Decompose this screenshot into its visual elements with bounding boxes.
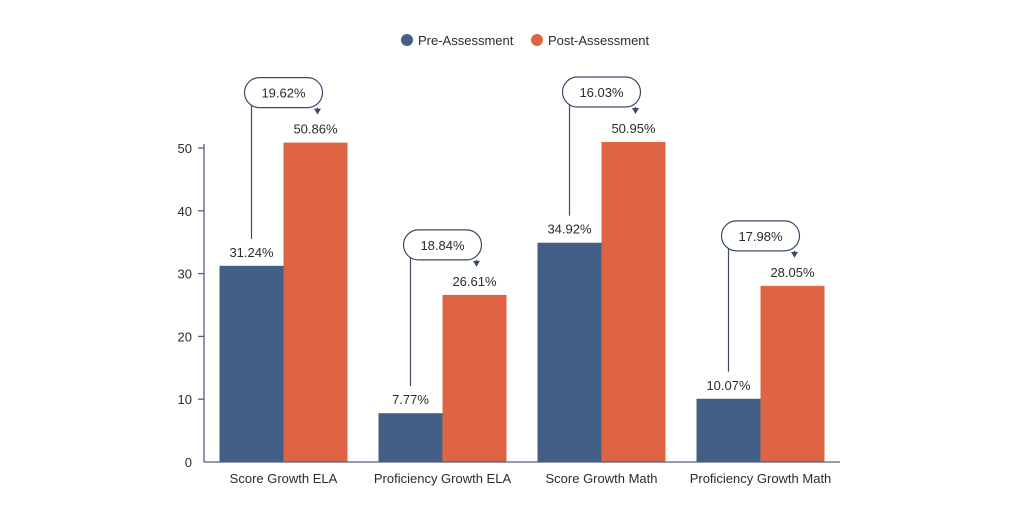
bar-pre-assessment-proficiency-growth-math (696, 398, 761, 462)
callout-pill (561, 76, 642, 108)
x-tick-label-score-growth-ela: Score Growth ELA (230, 471, 338, 486)
legend-marker-post-assessment (531, 34, 543, 46)
x-tick-label-proficiency-growth-math: Proficiency Growth Math (690, 471, 832, 486)
bar-pre-assessment-score-growth-math (537, 242, 602, 462)
callout-difference-label: 18.84% (420, 238, 465, 253)
y-tick-label: 0 (185, 455, 192, 470)
y-axis-ticks: 0 10 20 30 40 50 (178, 141, 204, 470)
callout-arrowhead (791, 251, 798, 258)
callout-pill (720, 220, 801, 252)
y-tick-label: 20 (178, 329, 192, 344)
callout-arrowhead (632, 108, 639, 115)
callout-arrowhead (314, 108, 321, 115)
value-label-pre-assessment-score-growth-ela: 31.24% (229, 245, 274, 260)
legend-label-pre-assessment: Pre-Assessment (418, 33, 514, 48)
value-label-post-assessment-score-growth-ela: 50.86% (293, 122, 338, 137)
callout-difference-label: 19.62% (261, 86, 306, 101)
difference-callout-proficiency-growth-ela: 18.84% (402, 229, 483, 387)
bar-post-assessment-proficiency-growth-ela (442, 294, 507, 462)
x-axis-labels: Score Growth ELA Proficiency Growth ELA Sc… (230, 471, 832, 486)
callout-difference-label: 16.03% (579, 85, 624, 100)
bar-pre-assessment-score-growth-ela (219, 265, 284, 462)
difference-callout-proficiency-growth-math: 17.98% (720, 220, 801, 372)
difference-callouts: 19.62% 18.84% 16.03% 17.98% (243, 76, 801, 387)
y-tick-label: 50 (178, 141, 192, 156)
value-label-post-assessment-score-growth-math: 50.95% (611, 121, 656, 136)
value-label-pre-assessment-proficiency-growth-math: 10.07% (706, 378, 751, 393)
y-tick-label: 10 (178, 392, 192, 407)
y-tick-label: 40 (178, 204, 192, 219)
callout-pill (243, 76, 324, 109)
callout-arrowhead (473, 260, 480, 267)
bar-post-assessment-score-growth-ela (283, 142, 348, 463)
value-label-post-assessment-proficiency-growth-ela: 26.61% (452, 274, 497, 289)
legend-marker-pre-assessment (401, 34, 413, 46)
bar-post-assessment-proficiency-growth-math (760, 285, 825, 462)
value-label-post-assessment-proficiency-growth-math: 28.05% (770, 265, 815, 280)
x-tick-label-score-growth-math: Score Growth Math (546, 471, 658, 486)
y-tick-label: 30 (178, 267, 192, 282)
x-tick-label-proficiency-growth-ela: Proficiency Growth ELA (374, 471, 512, 486)
callout-pill (402, 229, 483, 261)
bar-post-assessment-score-growth-math (601, 142, 666, 462)
legend: Pre-Assessment Post-Assessment (401, 33, 650, 48)
value-label-pre-assessment-score-growth-math: 34.92% (547, 222, 592, 237)
difference-callout-score-growth-math: 16.03% (561, 76, 642, 216)
difference-callout-score-growth-ela: 19.62% (243, 76, 324, 239)
callout-difference-label: 17.98% (738, 229, 783, 244)
bars (219, 142, 825, 463)
bar-pre-assessment-proficiency-growth-ela (378, 413, 443, 462)
value-labels: 31.24% 50.86% 7.77% 26.61% 34.92% 50.95% 10.07… (229, 121, 815, 407)
legend-label-post-assessment: Post-Assessment (548, 33, 650, 48)
value-label-pre-assessment-proficiency-growth-ela: 7.77% (392, 392, 429, 407)
